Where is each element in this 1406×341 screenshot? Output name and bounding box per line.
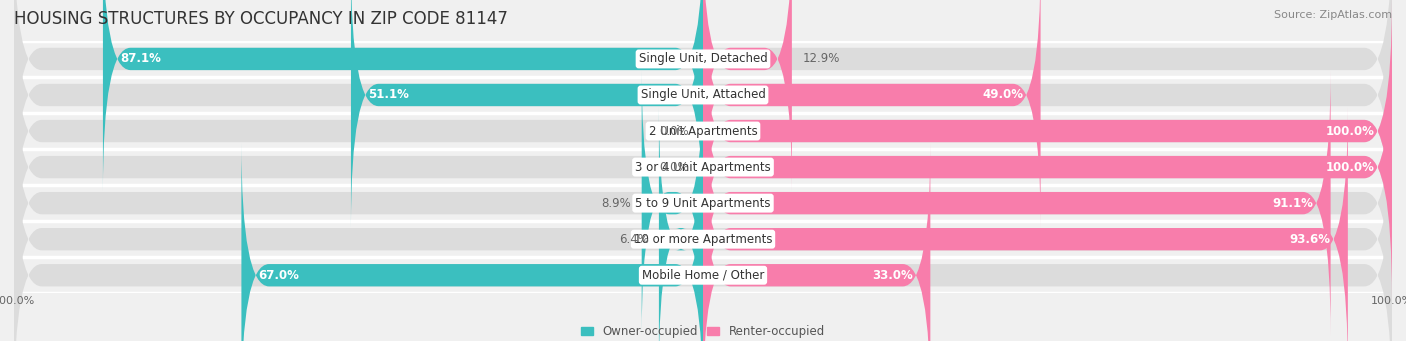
Text: 87.1%: 87.1% (120, 53, 162, 65)
FancyBboxPatch shape (14, 0, 1392, 228)
FancyBboxPatch shape (703, 0, 1392, 264)
FancyBboxPatch shape (703, 70, 1330, 336)
FancyBboxPatch shape (103, 0, 703, 192)
FancyBboxPatch shape (641, 70, 703, 336)
Text: 67.0%: 67.0% (259, 269, 299, 282)
FancyBboxPatch shape (703, 142, 931, 341)
Text: 33.0%: 33.0% (872, 269, 912, 282)
Text: 6.4%: 6.4% (619, 233, 648, 246)
FancyBboxPatch shape (14, 70, 1392, 336)
Text: 3 or 4 Unit Apartments: 3 or 4 Unit Apartments (636, 161, 770, 174)
Text: 8.9%: 8.9% (602, 197, 631, 210)
Text: Single Unit, Attached: Single Unit, Attached (641, 89, 765, 102)
FancyBboxPatch shape (14, 106, 1392, 341)
Text: 2 Unit Apartments: 2 Unit Apartments (648, 124, 758, 137)
Text: 100.0%: 100.0% (1326, 124, 1375, 137)
FancyBboxPatch shape (703, 34, 1392, 300)
Text: 0.0%: 0.0% (659, 161, 689, 174)
Legend: Owner-occupied, Renter-occupied: Owner-occupied, Renter-occupied (576, 321, 830, 341)
Text: 100.0%: 100.0% (1326, 161, 1375, 174)
Text: 10 or more Apartments: 10 or more Apartments (634, 233, 772, 246)
Text: HOUSING STRUCTURES BY OCCUPANCY IN ZIP CODE 81147: HOUSING STRUCTURES BY OCCUPANCY IN ZIP C… (14, 10, 508, 28)
Text: 51.1%: 51.1% (368, 89, 409, 102)
FancyBboxPatch shape (703, 0, 1040, 228)
FancyBboxPatch shape (14, 0, 1392, 264)
Text: Single Unit, Detached: Single Unit, Detached (638, 53, 768, 65)
FancyBboxPatch shape (703, 106, 1348, 341)
FancyBboxPatch shape (14, 34, 1392, 300)
FancyBboxPatch shape (703, 0, 792, 192)
Text: Source: ZipAtlas.com: Source: ZipAtlas.com (1274, 10, 1392, 20)
FancyBboxPatch shape (14, 0, 1392, 192)
Text: 5 to 9 Unit Apartments: 5 to 9 Unit Apartments (636, 197, 770, 210)
FancyBboxPatch shape (352, 0, 703, 228)
Text: 49.0%: 49.0% (983, 89, 1024, 102)
Text: 0.0%: 0.0% (659, 124, 689, 137)
FancyBboxPatch shape (659, 106, 703, 341)
Text: 93.6%: 93.6% (1289, 233, 1330, 246)
Text: 91.1%: 91.1% (1272, 197, 1313, 210)
Text: Mobile Home / Other: Mobile Home / Other (641, 269, 765, 282)
FancyBboxPatch shape (14, 142, 1392, 341)
Text: 12.9%: 12.9% (803, 53, 839, 65)
FancyBboxPatch shape (242, 142, 703, 341)
